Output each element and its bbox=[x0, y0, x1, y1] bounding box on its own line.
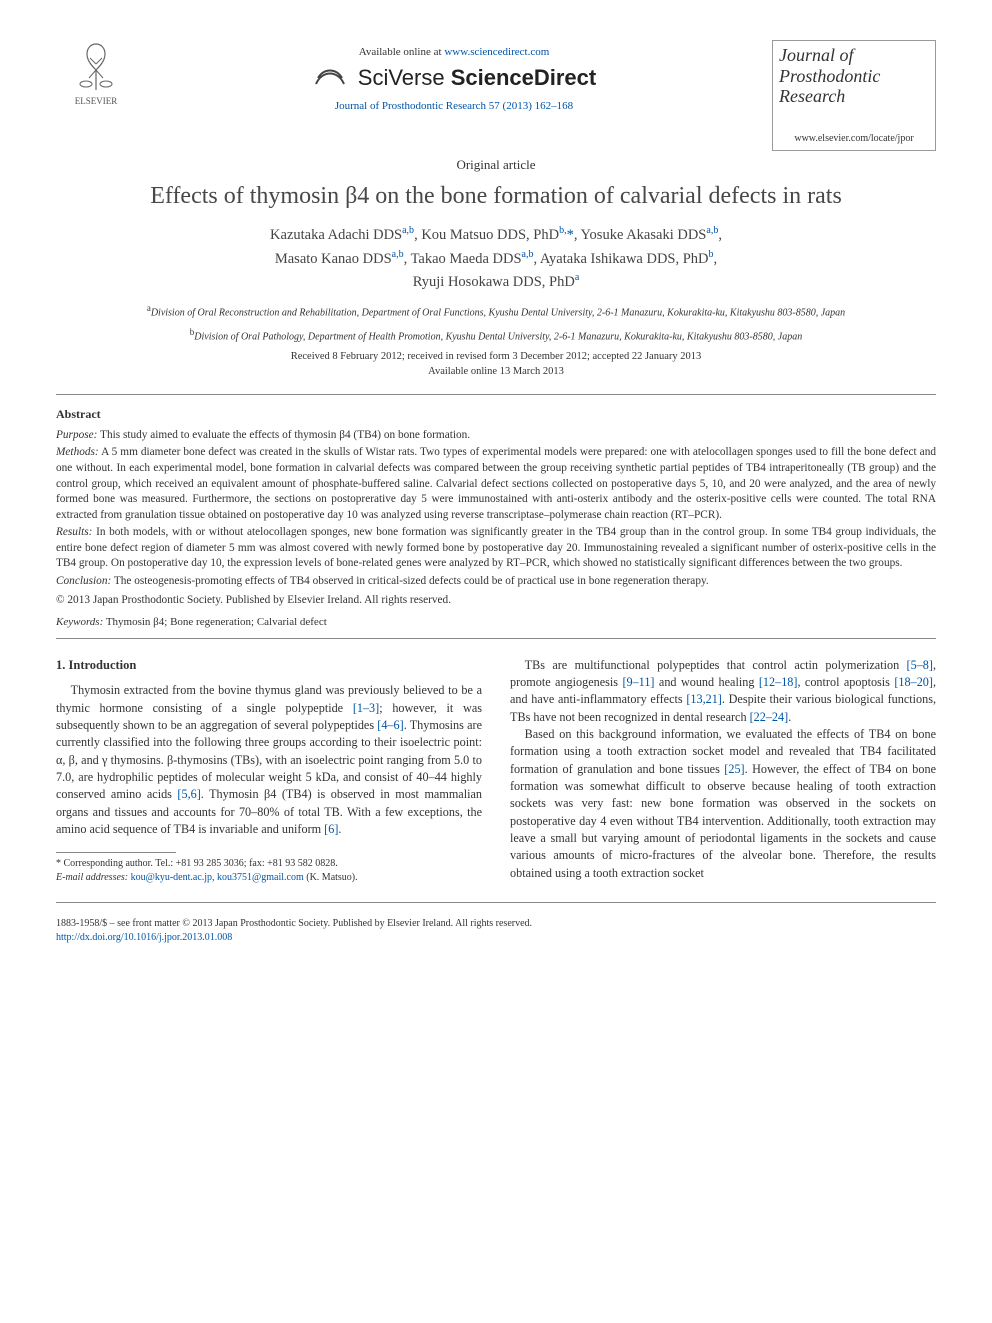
publisher-logo: ELSEVIER bbox=[56, 40, 136, 106]
email-2[interactable]: kou3751@gmail.com bbox=[217, 872, 304, 883]
journal-box: Journal of Prosthodontic Research www.el… bbox=[772, 40, 936, 151]
rule-bottom bbox=[56, 638, 936, 639]
affiliation-a: aDivision of Oral Reconstruction and Reh… bbox=[56, 302, 936, 320]
journal-url[interactable]: www.elsevier.com/locate/jpor bbox=[779, 133, 929, 144]
email-1[interactable]: kou@kyu-dent.ac.jp bbox=[131, 872, 212, 883]
article-title: Effects of thymosin β4 on the bone forma… bbox=[56, 181, 936, 211]
sciverse-swirl-icon bbox=[312, 64, 348, 92]
footnotes: * Corresponding author. Tel.: +81 93 285… bbox=[56, 857, 482, 884]
keywords-label: Keywords: bbox=[56, 616, 103, 628]
footnote-separator bbox=[56, 852, 176, 853]
footer: 1883-1958/$ – see front matter © 2013 Ja… bbox=[56, 917, 936, 945]
section-heading-intro: 1. Introduction bbox=[56, 657, 482, 675]
keywords-text: Thymosin β4; Bone regeneration; Calvaria… bbox=[103, 616, 327, 628]
abstract-results: Results: In both models, with or without… bbox=[56, 525, 936, 572]
intro-p1: Thymosin extracted from the bovine thymu… bbox=[56, 682, 482, 838]
abstract-methods: Methods: A 5 mm diameter bone defect was… bbox=[56, 445, 936, 523]
dates-received: Received 8 February 2012; received in re… bbox=[56, 350, 936, 365]
citation-line: Journal of Prosthodontic Research 57 (20… bbox=[136, 100, 772, 112]
dates-online: Available online 13 March 2013 bbox=[56, 365, 936, 380]
platform-sciencedirect: ScienceDirect bbox=[451, 65, 597, 90]
article-dates: Received 8 February 2012; received in re… bbox=[56, 350, 936, 379]
journal-name-l3: Research bbox=[779, 86, 929, 107]
corresponding-author: * Corresponding author. Tel.: +81 93 285… bbox=[56, 857, 482, 871]
platform-sciverse: SciVerse bbox=[358, 65, 451, 90]
sciencedirect-url[interactable]: www.sciencedirect.com bbox=[444, 46, 549, 58]
header-center: Available online at www.sciencedirect.co… bbox=[136, 40, 772, 120]
available-online: Available online at www.sciencedirect.co… bbox=[136, 46, 772, 58]
doi-link[interactable]: http://dx.doi.org/10.1016/j.jpor.2013.01… bbox=[56, 931, 936, 945]
column-right: TBs are multifunctional polypeptides tha… bbox=[510, 657, 936, 885]
rule-top bbox=[56, 394, 936, 395]
abstract-copyright: © 2013 Japan Prosthodontic Society. Publ… bbox=[56, 594, 936, 606]
affiliation-b: bDivision of Oral Pathology, Department … bbox=[56, 326, 936, 344]
authors: Kazutaka Adachi DDSa,b, Kou Matsuo DDS, … bbox=[56, 223, 936, 294]
publisher-name: ELSEVIER bbox=[56, 96, 136, 106]
page: ELSEVIER Available online at www.science… bbox=[0, 0, 992, 975]
platform-brand: SciVerse ScienceDirect bbox=[136, 64, 772, 92]
email-label: E-mail addresses: bbox=[56, 872, 131, 883]
issn-line: 1883-1958/$ – see front matter © 2013 Ja… bbox=[56, 917, 936, 931]
intro-p3: Based on this background information, we… bbox=[510, 726, 936, 882]
abstract-purpose: Purpose: This study aimed to evaluate th… bbox=[56, 428, 936, 444]
article-type: Original article bbox=[56, 157, 936, 173]
journal-name-l1: Journal of bbox=[779, 45, 929, 66]
elsevier-tree-icon bbox=[69, 40, 123, 94]
intro-p2: TBs are multifunctional polypeptides tha… bbox=[510, 657, 936, 726]
body-columns: 1. Introduction Thymosin extracted from … bbox=[56, 657, 936, 885]
abstract: Purpose: This study aimed to evaluate th… bbox=[56, 428, 936, 606]
header-row: ELSEVIER Available online at www.science… bbox=[56, 40, 936, 151]
rule-footer bbox=[56, 902, 936, 903]
keywords: Keywords: Thymosin β4; Bone regeneration… bbox=[56, 616, 936, 628]
journal-name-l2: Prosthodontic bbox=[779, 66, 929, 87]
column-left: 1. Introduction Thymosin extracted from … bbox=[56, 657, 482, 885]
email-tail: (K. Matsuo). bbox=[304, 872, 358, 883]
abstract-conclusion: Conclusion: The osteogenesis-promoting e… bbox=[56, 574, 936, 590]
available-prefix: Available online at bbox=[359, 46, 445, 58]
email-line: E-mail addresses: kou@kyu-dent.ac.jp, ko… bbox=[56, 871, 482, 885]
abstract-heading: Abstract bbox=[56, 407, 936, 422]
